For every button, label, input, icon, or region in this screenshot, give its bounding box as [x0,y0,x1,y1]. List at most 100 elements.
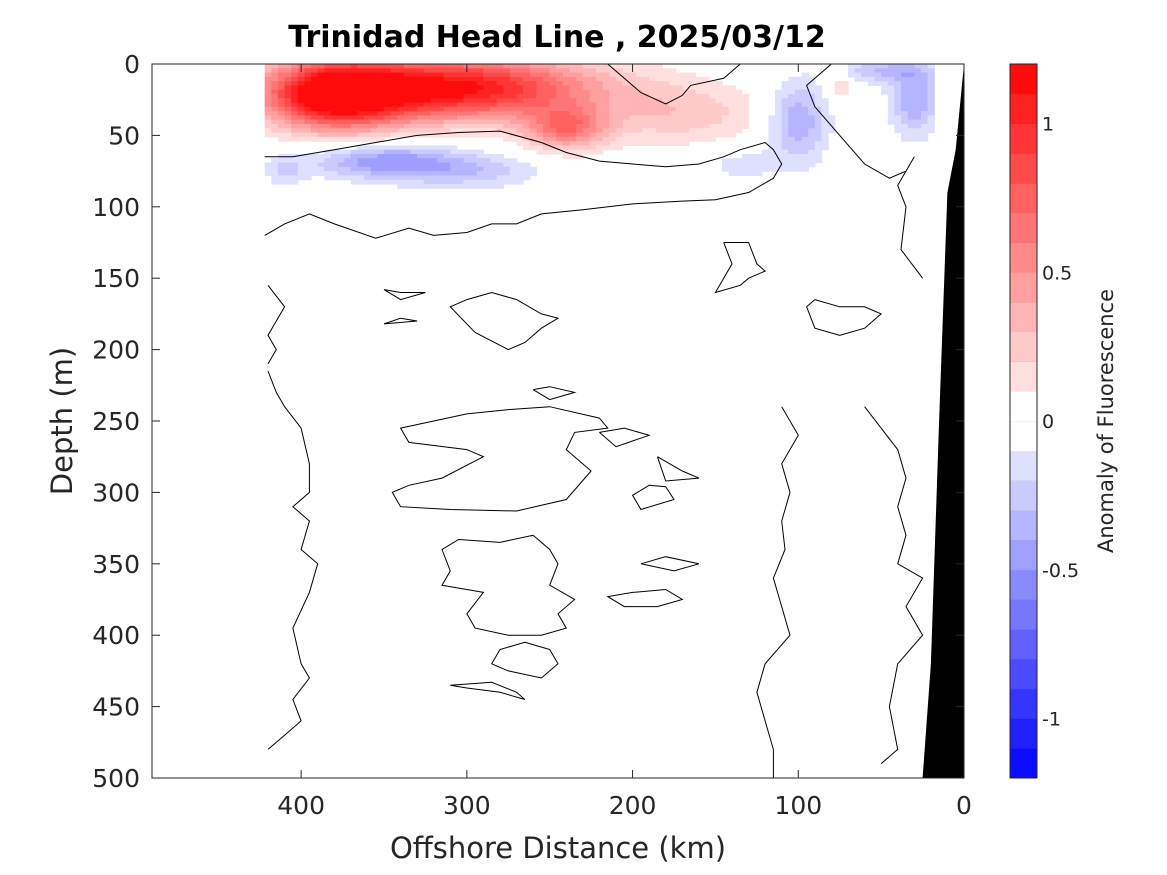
anomaly-cell [814,141,823,146]
anomaly-cell [483,72,491,78]
anomaly-cell [370,76,378,82]
anomaly-cell [337,72,345,78]
anomaly-cell [330,119,339,125]
anomaly-cell [264,72,272,78]
anomaly-cell [516,166,524,172]
anomaly-cell [536,145,544,151]
anomaly-cell [330,158,339,164]
anomaly-cell [476,183,485,189]
anomaly-cell [741,158,750,164]
anomaly-cell [596,128,604,134]
anomaly-cell [450,145,458,151]
anomaly-cell [569,98,577,104]
anomaly-cell [311,68,319,74]
anomaly-cell [881,68,889,74]
anomaly-cell [688,81,697,87]
anomaly-cell [344,153,352,159]
anomaly-cell [695,111,703,117]
anomaly-cell [523,98,531,104]
anomaly-cell [708,128,717,134]
anomaly-cell [364,89,372,95]
anomaly-cell [410,153,418,159]
anomaly-cell [377,68,385,74]
anomaly-cell [662,106,670,112]
anomaly-cell [423,85,431,91]
anomaly-cell [781,115,789,121]
anomaly-cell [622,128,630,134]
anomaly-cell [490,128,498,134]
anomaly-cell [602,132,610,138]
anomaly-cell [801,132,809,138]
anomaly-cell [450,119,458,125]
anomaly-cell [370,68,378,74]
anomaly-cell [794,76,803,82]
anomaly-cell [616,76,624,82]
anomaly-cell [695,115,703,121]
anomaly-cell [437,85,445,91]
anomaly-cell [655,85,663,91]
anomaly-cell [556,145,564,151]
anomaly-cell [907,98,915,104]
anomaly-cell [635,128,644,134]
anomaly-cell [741,171,750,176]
anomaly-cell [324,149,332,155]
anomaly-cell [529,166,538,172]
anomaly-cell [543,102,551,108]
anomaly-cell [775,132,783,138]
anomaly-cell [330,149,339,155]
anomaly-cell [887,68,895,74]
anomaly-cell [635,72,644,78]
anomaly-cell [496,183,504,189]
anomaly-cell [450,162,458,168]
anomaly-cell [490,115,498,121]
anomaly-cell [775,145,783,151]
anomaly-cell [602,123,610,129]
anomaly-cell [390,145,398,151]
anomaly-cell [894,81,902,87]
anomaly-cell [456,158,465,164]
anomaly-cell [808,153,816,159]
anomaly-cell [423,153,431,159]
anomaly-cell [509,106,518,112]
anomaly-cell [403,175,412,181]
anomaly-cell [291,132,299,138]
anomaly-cell [490,158,498,164]
anomaly-cell [602,81,610,87]
anomaly-cell [715,106,723,112]
anomaly-cell [377,102,385,108]
anomaly-cell [417,162,425,168]
anomaly-cell [669,72,677,78]
anomaly-cell [529,89,538,95]
anomaly-cell [476,132,485,138]
anomaly-cell [549,123,557,129]
anomaly-cell [437,183,445,189]
anomaly-cell [920,123,929,129]
anomaly-cell [450,111,458,117]
anomaly-cell [370,64,378,69]
anomaly-cell [410,72,418,78]
anomaly-cell [622,85,630,91]
anomaly-cell [629,89,637,95]
anomaly-cell [304,136,312,142]
anomaly-cell [920,132,929,138]
anomaly-cell [562,72,571,78]
anomaly-cell [470,76,478,82]
colorbar-level [1010,629,1037,660]
anomaly-cell [589,76,597,82]
zero-contour-line [383,289,426,301]
anomaly-cell [582,68,591,74]
anomaly-cell [470,132,478,138]
anomaly-cell [377,76,385,82]
anomaly-cell [549,145,557,151]
anomaly-cell [735,98,743,104]
anomaly-cell [801,93,809,99]
anomaly-cell [304,76,312,82]
anomaly-cell [808,111,816,117]
anomaly-cell [284,102,292,108]
anomaly-cell [483,81,491,87]
anomaly-cell [324,102,332,108]
anomaly-cell [543,64,551,69]
anomaly-cell [357,64,365,69]
anomaly-cell [350,72,359,78]
anomaly-cell [688,98,697,104]
